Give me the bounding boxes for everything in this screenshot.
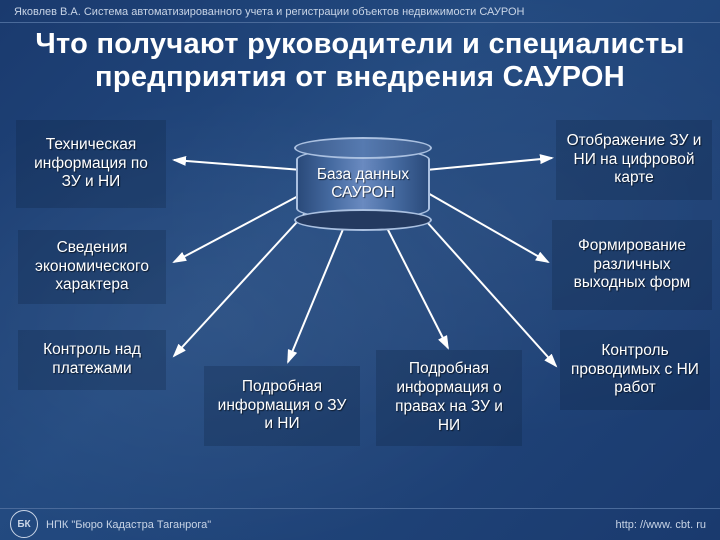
center-label: База данных САУРОН <box>296 166 430 202</box>
arrow-detail <box>288 222 346 362</box>
node-rights: Подробная информация о правах на ЗУ и НИ <box>376 350 522 446</box>
node-label-forms: Формирование различных выходных форм <box>560 237 704 294</box>
slide-header: Яковлев В.А. Система автоматизированного… <box>0 0 720 23</box>
node-label-map: Отображение ЗУ и НИ на цифровой карте <box>564 132 704 189</box>
diagram-canvas: База данных САУРОН Техническая информаци… <box>0 112 720 508</box>
arrow-tech <box>174 160 302 170</box>
node-econ: Сведения экономического характера <box>18 230 166 304</box>
footer-org: НПК "Бюро Кадастра Таганрога" <box>46 519 211 531</box>
node-label-works: Контроль проводимых с НИ работ <box>568 342 702 399</box>
arrow-payctrl <box>174 210 308 356</box>
arrow-forms <box>426 192 548 262</box>
slide-footer: НПК "Бюро Кадастра Таганрога" http: //ww… <box>0 508 720 540</box>
arrow-map <box>426 158 552 170</box>
node-forms: Формирование различных выходных форм <box>552 220 712 310</box>
node-label-payctrl: Контроль над платежами <box>26 341 158 379</box>
node-map: Отображение ЗУ и НИ на цифровой карте <box>556 120 712 200</box>
node-label-detail: Подробная информация о ЗУ и НИ <box>212 378 352 435</box>
node-tech: Техническая информация по ЗУ и НИ <box>16 120 166 208</box>
node-works: Контроль проводимых с НИ работ <box>560 330 710 410</box>
cylinder-top-ellipse <box>294 137 432 159</box>
node-label-rights: Подробная информация о правах на ЗУ и НИ <box>384 360 514 436</box>
cylinder-bottom-ellipse <box>294 209 432 231</box>
node-label-econ: Сведения экономического характера <box>26 239 158 296</box>
node-label-tech: Техническая информация по ЗУ и НИ <box>24 136 158 193</box>
node-payctrl: Контроль над платежами <box>18 330 166 390</box>
node-detail: Подробная информация о ЗУ и НИ <box>204 366 360 446</box>
arrow-econ <box>174 194 302 262</box>
center-database-cylinder: База данных САУРОН <box>296 148 430 220</box>
header-text: Яковлев В.А. Система автоматизированного… <box>14 6 525 18</box>
slide-title: Что получают руководители и специалисты … <box>0 28 720 95</box>
arrow-works <box>418 212 556 366</box>
arrow-rights <box>384 222 448 348</box>
footer-url: http: //www. cbt. ru <box>616 519 706 531</box>
